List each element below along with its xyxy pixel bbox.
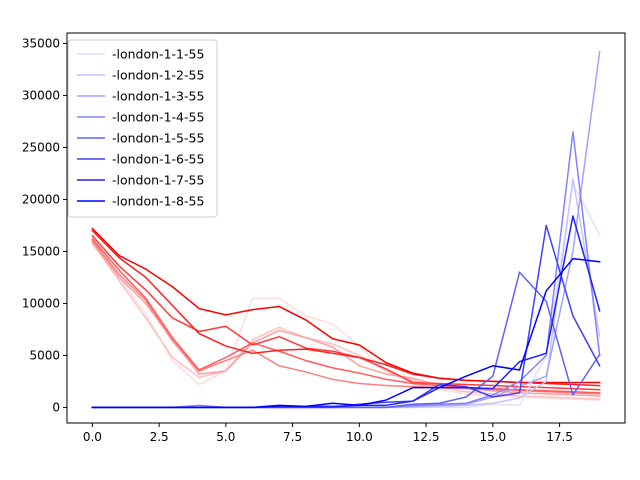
series-line-red-8 bbox=[91, 227, 601, 384]
plot-frame bbox=[66, 32, 626, 424]
x-tick-label: 5.0 bbox=[216, 430, 235, 444]
plot-lines bbox=[91, 50, 601, 409]
legend-frame bbox=[67, 39, 218, 218]
y-tick-label: 25000 bbox=[22, 140, 60, 154]
legend: -london-1-1-55 -london-1-2-55 -london-1-3-… bbox=[67, 39, 218, 218]
x-tick-label: 10.0 bbox=[346, 430, 373, 444]
y-tick-label: 35000 bbox=[22, 36, 60, 50]
legend-label: -london-1-1-55 bbox=[112, 47, 204, 62]
y-tick-label: 30000 bbox=[22, 88, 60, 102]
y-tick-label: 20000 bbox=[22, 192, 60, 206]
x-tick-label: 15.0 bbox=[479, 430, 506, 444]
x-tick-label: 12.5 bbox=[413, 430, 440, 444]
legend-label: -london-1-2-55 bbox=[112, 68, 204, 83]
series-line-red-4 bbox=[91, 239, 601, 395]
y-tick-label: 5000 bbox=[29, 348, 60, 362]
x-tick-label: 7.5 bbox=[283, 430, 302, 444]
series-line-red-6 bbox=[91, 234, 601, 391]
x-axis: 0.0 2.5 5.0 7.5 10.0 12.5 15.0 17.5 bbox=[83, 423, 573, 444]
legend-label: -london-1-5-55 bbox=[112, 131, 204, 146]
y-tick-label: 10000 bbox=[22, 296, 60, 310]
series-line-red-1 bbox=[91, 244, 601, 401]
x-tick-label: 2.5 bbox=[150, 430, 169, 444]
legend-label: -london-1-6-55 bbox=[112, 152, 204, 167]
y-axis: 0 5000 10000 15000 20000 25000 30000 35000 bbox=[22, 36, 67, 414]
y-tick-label: 0 bbox=[52, 400, 60, 414]
legend-label: -london-1-8-55 bbox=[112, 194, 204, 209]
y-tick-label: 15000 bbox=[22, 244, 60, 258]
series-line-red-5 bbox=[91, 237, 601, 394]
legend-label: -london-1-3-55 bbox=[112, 89, 204, 104]
x-tick-label: 17.5 bbox=[546, 430, 573, 444]
x-tick-label: 0.0 bbox=[83, 430, 102, 444]
legend-label: -london-1-7-55 bbox=[112, 173, 204, 188]
legend-label: -london-1-4-55 bbox=[112, 110, 204, 125]
series-line-red-2 bbox=[91, 242, 601, 400]
series-line-blue-8 bbox=[91, 257, 601, 409]
